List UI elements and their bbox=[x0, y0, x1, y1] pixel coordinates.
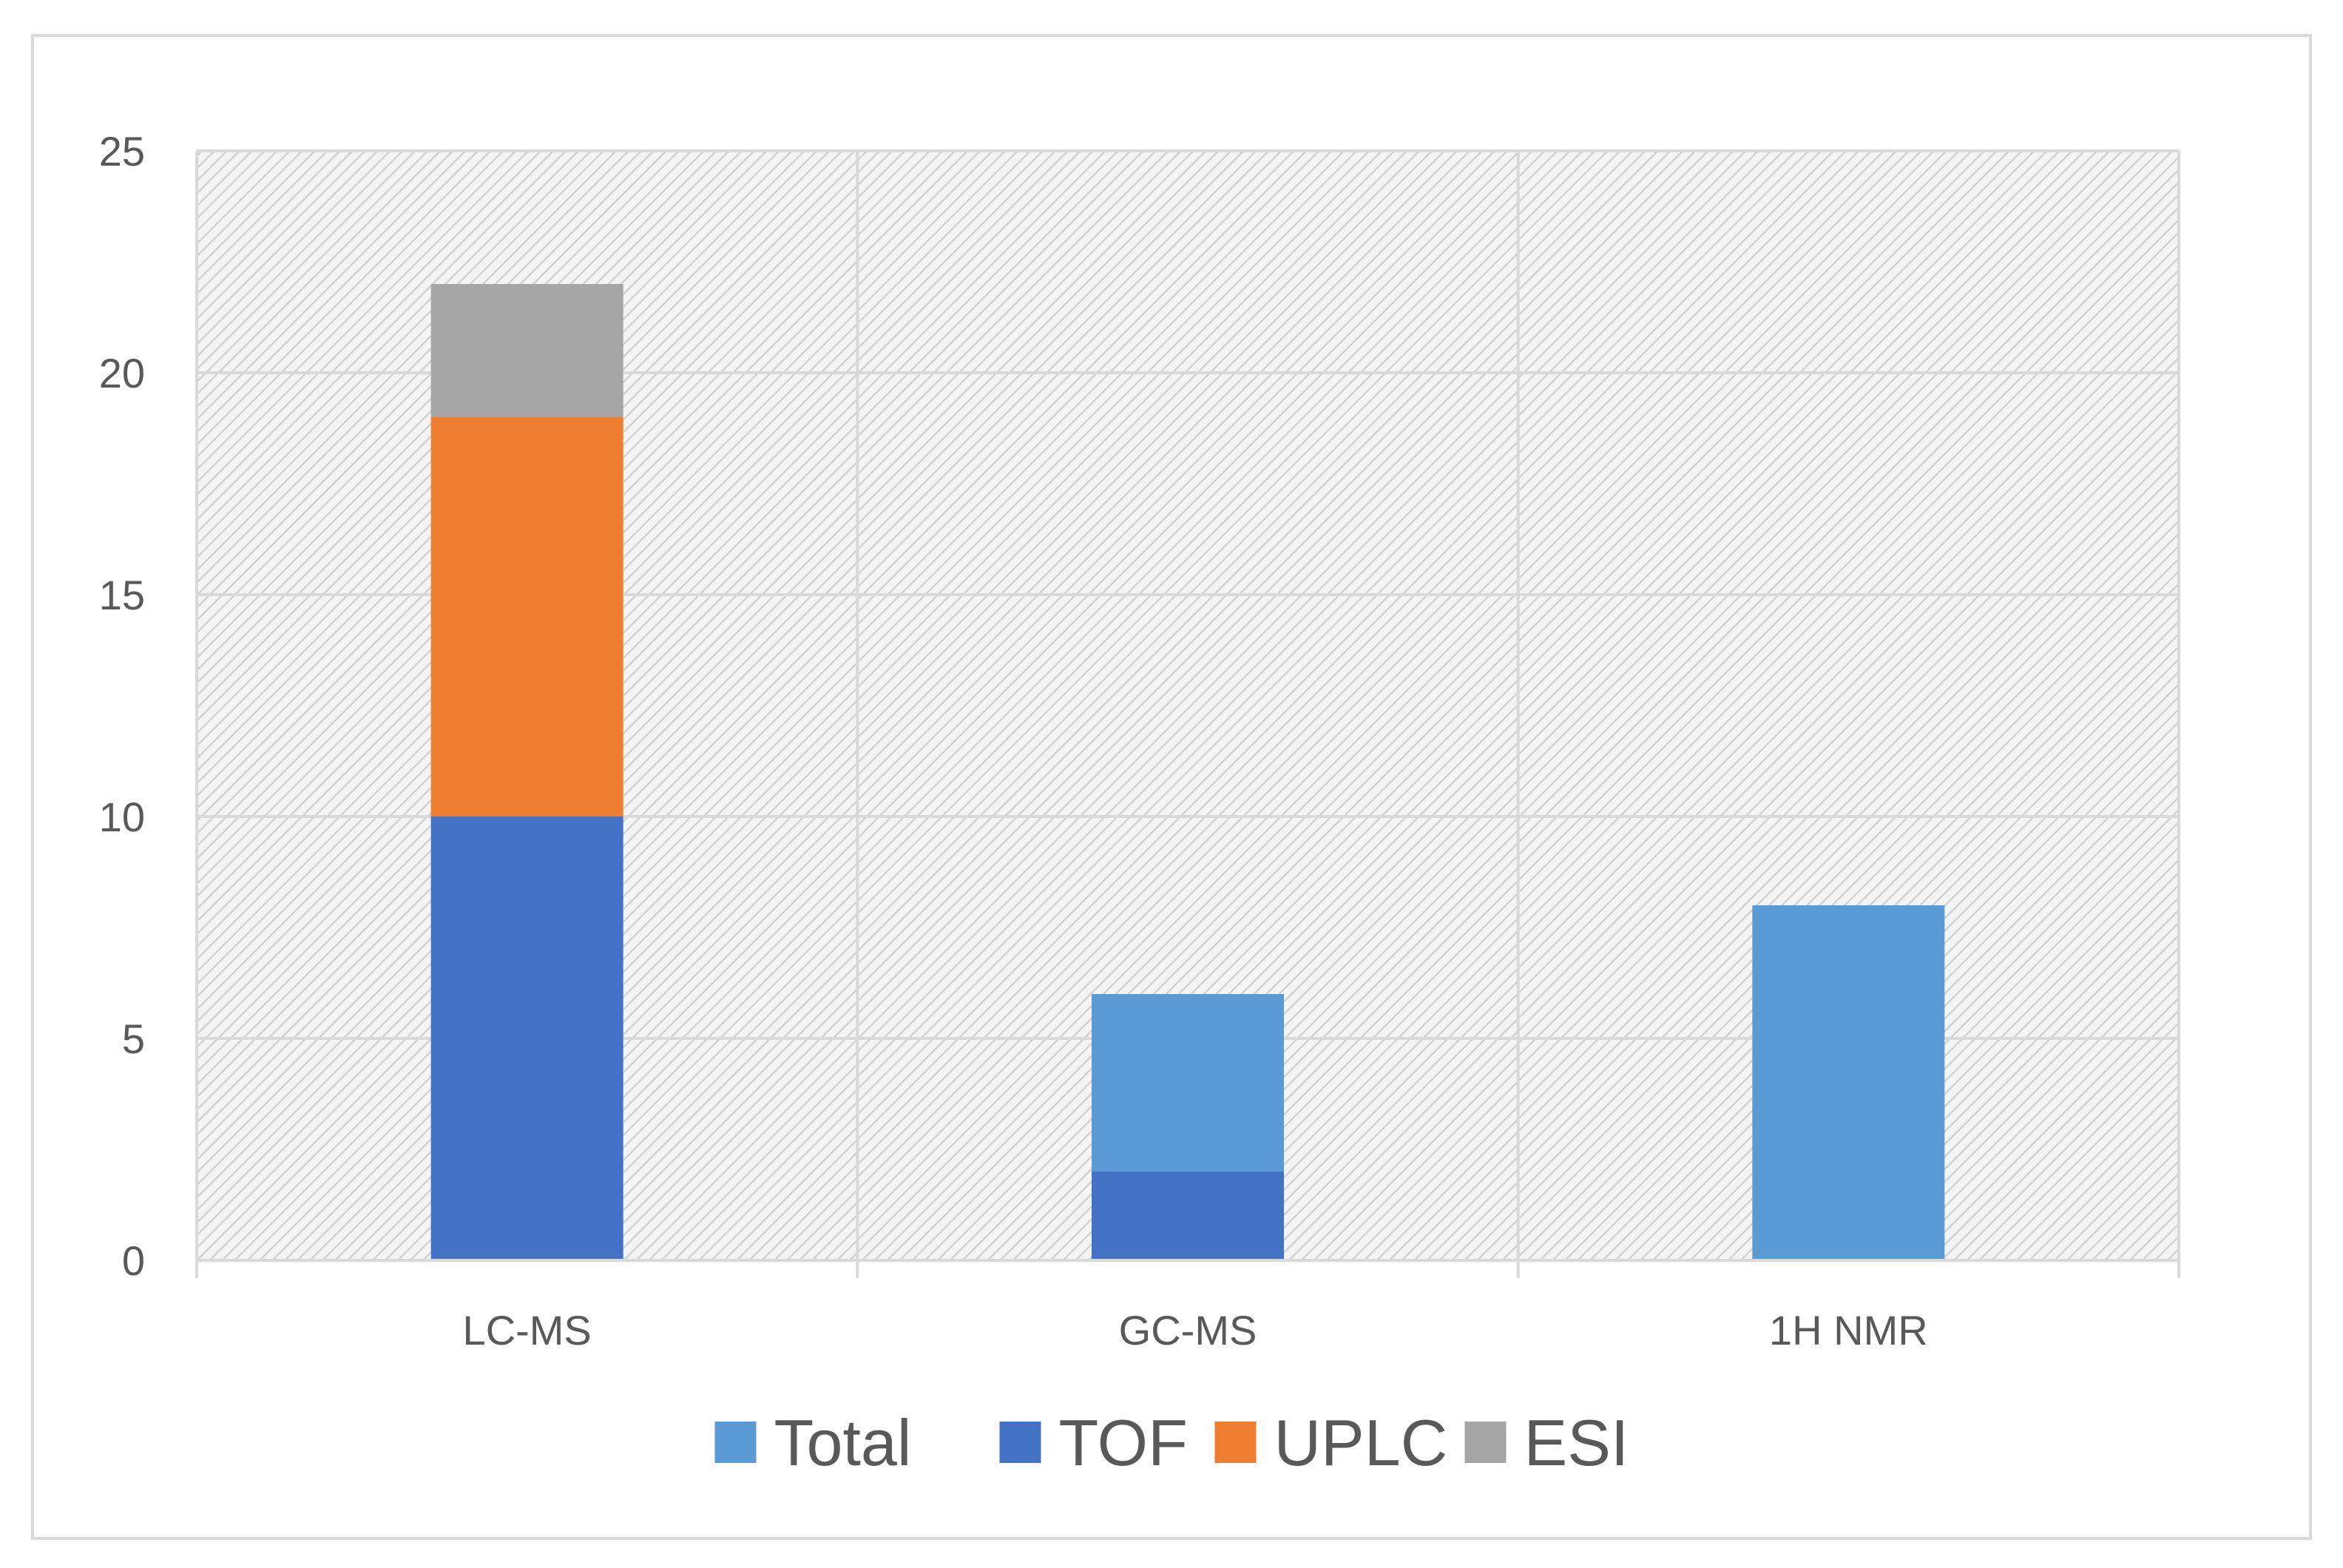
legend-swatch bbox=[999, 1422, 1041, 1463]
bar-segment bbox=[1092, 1172, 1284, 1260]
legend-label: TOF bbox=[1059, 1406, 1188, 1479]
bar-segment bbox=[430, 817, 623, 1260]
chart-frame bbox=[31, 34, 2312, 1540]
x-tick-label: 1H NMR bbox=[1769, 1307, 1928, 1354]
y-tick-label: 10 bbox=[99, 794, 145, 840]
legend-label: ESI bbox=[1524, 1406, 1629, 1479]
legend-swatch bbox=[714, 1422, 757, 1463]
x-tick-label: LC-MS bbox=[463, 1307, 592, 1354]
tick-labels: 0 5 10 15 20 25 LC-MS GC-MS 1H NMR bbox=[99, 128, 1928, 1354]
bar-segment bbox=[430, 284, 623, 417]
y-tick-label: 15 bbox=[99, 572, 145, 618]
y-tick-label: 25 bbox=[99, 128, 145, 175]
y-tick-label: 0 bbox=[122, 1237, 145, 1284]
legend-swatch bbox=[1214, 1422, 1257, 1463]
bar-segment bbox=[1092, 994, 1284, 1172]
legend: Total TOF UPLC ESI bbox=[714, 1406, 1629, 1479]
legend-label: UPLC bbox=[1274, 1406, 1448, 1479]
legend-label: Total bbox=[774, 1406, 912, 1479]
bars bbox=[430, 284, 1945, 1260]
y-tick-label: 5 bbox=[122, 1016, 145, 1062]
legend-swatch bbox=[1464, 1422, 1507, 1463]
bar-segment bbox=[1752, 905, 1945, 1260]
x-tick-label: GC-MS bbox=[1119, 1307, 1257, 1354]
bar-segment bbox=[430, 417, 623, 817]
x-axis bbox=[195, 1259, 2180, 1278]
y-tick-label: 20 bbox=[99, 350, 145, 396]
